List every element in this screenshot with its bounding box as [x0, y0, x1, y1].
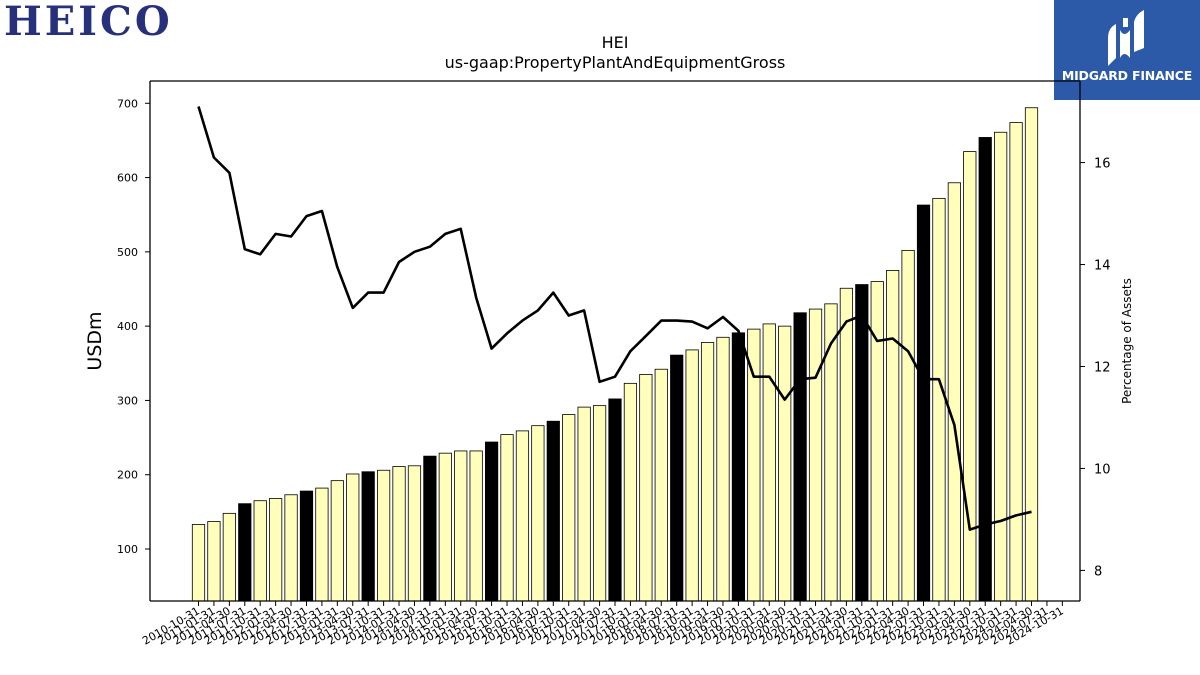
bar	[592, 405, 607, 602]
bar	[808, 308, 823, 602]
y2-tick-label: 8	[1094, 564, 1102, 579]
bar	[515, 430, 530, 602]
bar	[639, 374, 653, 602]
bar	[207, 521, 221, 602]
bar	[222, 512, 236, 602]
bar	[299, 490, 314, 602]
y-tick-label: 400	[117, 320, 138, 333]
bar	[901, 249, 915, 602]
bar	[855, 284, 869, 602]
bar	[963, 151, 977, 602]
bar	[623, 382, 638, 602]
bar	[700, 342, 715, 602]
bar	[577, 406, 591, 602]
bar	[484, 441, 499, 602]
bar	[392, 466, 406, 602]
bar	[839, 287, 853, 602]
percentage-line	[197, 106, 1032, 531]
y-tick-label: 200	[117, 469, 138, 482]
bar	[870, 281, 884, 602]
bar	[685, 349, 699, 602]
bar	[916, 204, 931, 602]
bar	[994, 131, 1008, 602]
y-tick-label: 300	[117, 394, 138, 407]
bar	[361, 471, 375, 602]
bar	[315, 487, 329, 602]
heico-logo: HEICO	[4, 0, 173, 45]
y2-axis-label: Percentage of Assets	[1120, 278, 1134, 404]
midgard-finance-label: MIDGARD FINANCE	[1061, 68, 1193, 83]
bar	[253, 500, 267, 602]
bar	[500, 434, 514, 602]
bar	[1024, 107, 1039, 602]
y-tick-label: 500	[117, 246, 138, 259]
y2-tick-label: 14	[1094, 259, 1111, 274]
bar	[793, 312, 807, 602]
y2-tick-label: 10	[1094, 462, 1111, 477]
bar	[546, 420, 560, 602]
bar	[778, 325, 792, 602]
bar	[762, 323, 776, 602]
midgard-finance-logo: MIDGARD FINANCE	[1054, 0, 1200, 100]
y-axis-label: USDm	[84, 311, 106, 370]
bar	[284, 494, 298, 602]
bar	[716, 336, 730, 602]
y2-tick-label: 16	[1094, 157, 1111, 172]
bar	[438, 452, 452, 602]
bar	[423, 455, 437, 602]
bar	[1009, 122, 1023, 602]
bar	[562, 414, 576, 602]
y-tick-label: 700	[117, 97, 138, 110]
bar	[346, 473, 360, 602]
chart-subtitle: us-gaap:PropertyPlantAndEquipmentGross	[444, 53, 786, 72]
bar	[469, 450, 483, 602]
y-tick-label: 100	[117, 543, 138, 556]
midgard-mark-icon	[1108, 10, 1144, 66]
bar	[947, 182, 961, 602]
bar	[747, 328, 761, 602]
bar	[330, 480, 344, 602]
bar	[824, 303, 838, 602]
bar	[608, 398, 622, 602]
bar	[531, 425, 545, 602]
bar	[191, 524, 206, 602]
y-tick-label: 600	[117, 172, 138, 185]
bar	[886, 270, 900, 602]
chart-title: HEI	[601, 33, 629, 52]
bar	[654, 368, 668, 602]
bar	[377, 469, 391, 602]
bar	[407, 465, 422, 602]
bar	[978, 137, 992, 602]
bar	[238, 503, 252, 602]
bar	[670, 354, 684, 602]
bar	[731, 332, 746, 602]
bar	[454, 450, 468, 602]
bar	[932, 197, 946, 602]
bar	[269, 498, 283, 602]
y2-tick-label: 12	[1094, 360, 1111, 375]
